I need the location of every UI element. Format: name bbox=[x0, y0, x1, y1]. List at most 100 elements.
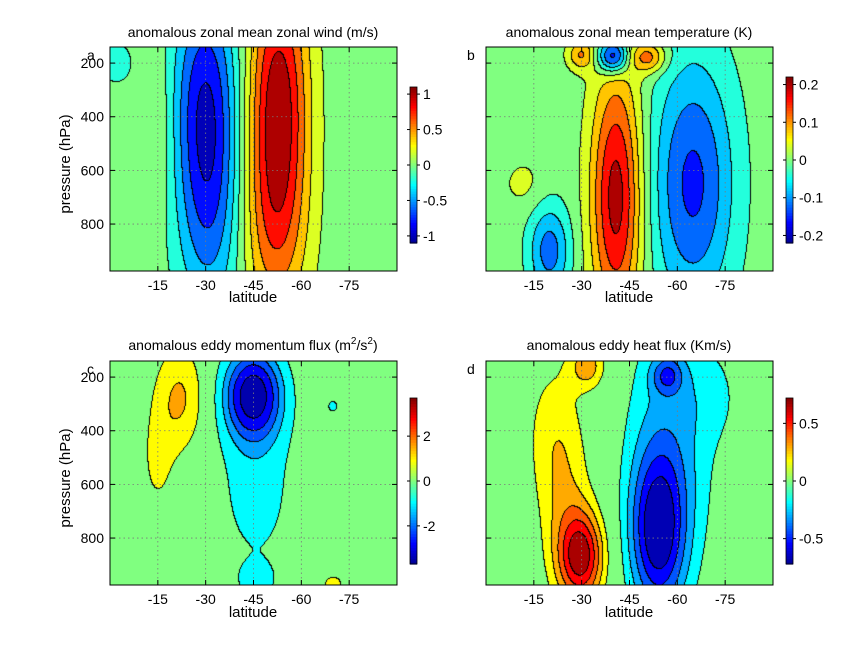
panel-a-plot: -15 -30 -45 -60 -75 200 400 600 800 1 0.5 0 -0.5 -1 bbox=[81, 46, 447, 293]
panel-c-colorbar-segment bbox=[410, 453, 417, 457]
panel-c-colorbar-segment bbox=[410, 409, 417, 413]
panel-c-colorbar-segment bbox=[410, 400, 417, 405]
panel-a-colorbar-segment bbox=[410, 198, 417, 202]
panel-c-colorbar-segment bbox=[410, 544, 417, 548]
panel-a-colorbar-segment bbox=[410, 107, 417, 111]
panel-a-label: a bbox=[87, 47, 95, 63]
panel-a-colorbar-segment bbox=[410, 110, 417, 114]
panel-d-colorbar-segment bbox=[786, 533, 793, 537]
panel-a-colorbar-segment bbox=[410, 146, 417, 150]
panel-d-colorbar-segment bbox=[786, 516, 793, 521]
panel-c-colorbar-label-0: 2 bbox=[423, 428, 431, 444]
panel-b: anomalous zonal mean temperature (K) b -… bbox=[467, 24, 823, 306]
panel-b-colorbar-segment bbox=[786, 124, 793, 128]
panel-b-colorbar-segment bbox=[786, 96, 793, 100]
panel-a-colorbar-segment bbox=[410, 97, 417, 101]
panel-d-colorbar-segment bbox=[786, 541, 793, 546]
panel-b-colorbar-segment bbox=[786, 90, 793, 95]
panel-d-colorbar-segment bbox=[786, 494, 793, 499]
panel-c-title-mid: /s bbox=[356, 337, 367, 353]
panel-a-xtick-label-3: -60 bbox=[291, 277, 311, 293]
panel-a-colorbar-segment bbox=[410, 191, 417, 195]
panel-a-colorbar-segment bbox=[410, 154, 417, 158]
panel-c-colorbar-segment bbox=[410, 508, 417, 513]
panel-d-colorbar-label-2: -0.5 bbox=[799, 531, 823, 547]
panel-a-colorbar-segment bbox=[410, 131, 417, 135]
panel-b-colorbar-label-4: -0.2 bbox=[799, 227, 823, 243]
panel-c-colorbar-segment bbox=[410, 414, 417, 418]
panel-a-colorbar-segment bbox=[410, 128, 417, 132]
panel-c-ytick-label-3: 800 bbox=[81, 530, 105, 546]
panel-b-colorbar-segment bbox=[786, 231, 793, 236]
panel-b-xtick-label-2: -45 bbox=[619, 277, 639, 293]
panel-b-colorbar-segment bbox=[786, 212, 793, 216]
panel-b-colorbar-segment bbox=[786, 143, 793, 147]
panel-d-colorbar-segment bbox=[786, 403, 793, 407]
panel-b-title: anomalous zonal mean temperature (K) bbox=[506, 24, 753, 40]
panel-d-colorbar-segment bbox=[786, 525, 793, 529]
panel-b-colorbar-segment bbox=[786, 112, 793, 117]
panel-d-colorbar-segment bbox=[786, 500, 793, 504]
panel-c-colorbar-segment bbox=[410, 558, 417, 562]
panel-d-colorbar-segment bbox=[786, 422, 793, 427]
panel-b-colorbar-segment bbox=[786, 154, 793, 158]
panel-b-colorbar-segment bbox=[786, 82, 793, 86]
panel-c-colorbar-segment bbox=[410, 541, 417, 546]
panel-b-colorbar-segment bbox=[786, 99, 793, 103]
panel-b-colorbar-segment bbox=[786, 162, 793, 167]
panel-d-colorbar-segment bbox=[786, 411, 793, 416]
panel-a-colorbar-segment bbox=[410, 94, 417, 98]
panel-a-colorbar-segment bbox=[410, 196, 417, 200]
panel-a-title: anomalous zonal mean zonal wind (m/s) bbox=[128, 24, 379, 40]
panel-c-colorbar-segment bbox=[410, 447, 417, 452]
panel-d-colorbar-segment bbox=[786, 439, 793, 443]
panel-c-plot: -15 -30 -45 -60 -75 200 400 600 800 2 0 -2 bbox=[81, 360, 436, 607]
panel-c-colorbar-segment bbox=[410, 497, 417, 501]
panel-b-colorbar-segment bbox=[786, 107, 793, 111]
panel-a-colorbar-segment bbox=[410, 113, 417, 117]
panel-a-colorbar-segment bbox=[410, 144, 417, 148]
panel-d-colorbar-segment bbox=[786, 425, 793, 430]
panel-d-colorbar-segment bbox=[786, 489, 793, 493]
panel-c-xlabel: latitude bbox=[229, 604, 277, 621]
panel-a-colorbar-segment bbox=[410, 162, 417, 166]
panel-b-colorbar-segment bbox=[786, 179, 793, 183]
panel-b-colorbar-segment bbox=[786, 173, 793, 178]
panel-d-xtick-label-4: -75 bbox=[715, 591, 735, 607]
panel-d-colorbar: 0.5 0 -0.5 bbox=[783, 397, 823, 565]
panel-b-colorbar-segment bbox=[786, 129, 793, 133]
panel-d-colorbar-segment bbox=[786, 481, 793, 485]
panel-a-xtick-label-0: -15 bbox=[148, 277, 168, 293]
panel-c-colorbar-segment bbox=[410, 467, 417, 471]
panel-c-colorbar-segment bbox=[410, 422, 417, 427]
panel-b-colorbar-segment bbox=[786, 151, 793, 156]
panel-c-xtick-label-3: -60 bbox=[291, 591, 311, 607]
panel-c-colorbar-segment bbox=[410, 511, 417, 515]
panel-a-colorbar-segment bbox=[410, 133, 417, 137]
panel-d-xtick-label-1: -30 bbox=[572, 591, 592, 607]
panel-c-colorbar-segment bbox=[410, 431, 417, 435]
panel-c-colorbar-segment bbox=[410, 406, 417, 410]
panel-a-colorbar-segment bbox=[410, 183, 417, 187]
panel-c-colorbar-segment bbox=[410, 519, 417, 524]
panel-c-colorbar-segment bbox=[410, 469, 417, 474]
panel-d-colorbar-segment bbox=[786, 561, 793, 565]
panel-b-colorbar-segment bbox=[786, 215, 793, 219]
panel-d-colorbar-segment bbox=[786, 433, 793, 438]
panel-d-colorbar-segment bbox=[786, 544, 793, 548]
panel-c-title-sup1: 2 bbox=[351, 336, 357, 347]
panel-a-xtick-label-2: -45 bbox=[243, 277, 263, 293]
panel-c-colorbar-segment bbox=[410, 450, 417, 454]
panel-c-title-main: anomalous eddy momentum flux (m bbox=[128, 337, 351, 353]
panel-c-xtick-label-2: -45 bbox=[243, 591, 263, 607]
panel-d-colorbar-segment bbox=[786, 514, 793, 518]
panel-b-colorbar-segment bbox=[786, 209, 793, 214]
panel-d-colorbar-segment bbox=[786, 445, 793, 449]
panel-a-colorbar-segment bbox=[410, 118, 417, 122]
panel-d-colorbar-segment bbox=[786, 456, 793, 460]
panel-a-colorbar-segment bbox=[410, 204, 417, 208]
panel-a-colorbar-segment bbox=[410, 126, 417, 130]
panel-b-xtick-label-3: -60 bbox=[667, 277, 687, 293]
panel-c-colorbar-segment bbox=[410, 398, 417, 402]
panel-d-colorbar-segment bbox=[786, 436, 793, 441]
